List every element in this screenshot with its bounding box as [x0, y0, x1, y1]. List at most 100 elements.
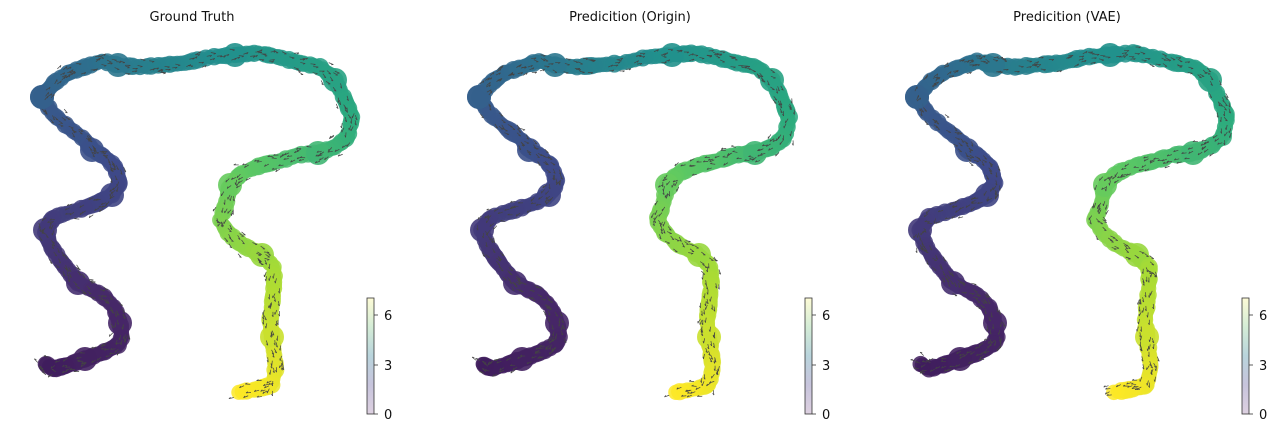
velocity-arrowhead — [68, 280, 71, 283]
velocity-arrow — [1184, 61, 1190, 63]
velocity-arrow — [547, 198, 552, 202]
velocity-arrow — [510, 126, 516, 130]
velocity-arrowhead — [971, 144, 974, 147]
velocity-arrow — [58, 123, 64, 127]
velocity-arrowhead — [1140, 329, 1142, 332]
velocity-arrow — [1095, 235, 1099, 241]
velocity-arrow — [970, 351, 975, 355]
velocity-arrow — [705, 280, 707, 286]
velocity-arrowhead — [105, 155, 109, 157]
velocity-arrowhead — [741, 65, 744, 67]
velocity-arrow — [992, 59, 998, 61]
velocity-arrowhead — [1228, 105, 1231, 108]
velocity-arrowhead — [702, 340, 705, 344]
velocity-arrowhead — [760, 152, 763, 155]
velocity-arrow — [985, 58, 990, 63]
velocity-arrow — [106, 59, 112, 63]
velocity-arrowhead — [54, 254, 58, 257]
velocity-arrowhead — [1029, 61, 1032, 63]
velocity-arrow — [238, 180, 243, 184]
velocity-arrowhead — [1144, 295, 1147, 298]
velocity-arrowhead — [1137, 302, 1139, 305]
velocity-arrow — [157, 68, 163, 72]
velocity-arrow — [77, 271, 82, 276]
velocity-arrow — [772, 99, 777, 104]
velocity-arrowhead — [551, 63, 554, 66]
velocity-arrowhead — [275, 345, 278, 348]
velocity-arrowhead — [275, 169, 278, 172]
velocity-arrowhead — [110, 309, 114, 312]
velocity-arrow — [252, 242, 258, 245]
velocity-arrow — [676, 387, 682, 390]
velocity-arrow — [352, 113, 355, 119]
velocity-arrow — [86, 285, 91, 290]
velocity-arrow — [923, 246, 928, 252]
velocity-arrow — [529, 67, 535, 71]
velocity-arrow — [693, 54, 699, 56]
velocity-arrowhead — [69, 66, 72, 70]
velocity-arrow — [959, 355, 964, 359]
velocity-arrowhead — [778, 103, 781, 106]
velocity-arrowhead — [955, 129, 958, 132]
velocity-arrow — [116, 339, 118, 345]
velocity-arrowhead — [497, 211, 500, 215]
velocity-arrowhead — [982, 164, 985, 166]
velocity-arrow — [1222, 97, 1225, 103]
velocity-arrowhead — [688, 241, 691, 243]
velocity-arrowhead — [999, 345, 1001, 349]
velocity-arrow — [52, 115, 56, 121]
velocity-arrow — [1090, 61, 1096, 64]
velocity-arrow — [564, 63, 570, 66]
velocity-arrowhead — [140, 66, 143, 68]
velocity-arrowhead — [988, 302, 991, 305]
velocity-arrowhead — [1084, 60, 1087, 63]
velocity-arrowhead — [1138, 309, 1141, 312]
velocity-arrow — [175, 63, 181, 66]
velocity-arrowhead — [64, 74, 67, 77]
velocity-arrow — [921, 370, 927, 372]
velocity-arrow — [932, 266, 937, 271]
velocity-arrow — [981, 160, 985, 166]
velocity-arrow — [954, 131, 960, 135]
velocity-arrow — [322, 73, 327, 78]
velocity-arrow — [760, 76, 764, 82]
velocity-arrowhead — [1212, 135, 1215, 139]
velocity-arrow — [290, 159, 296, 163]
velocity-arrow — [575, 68, 581, 71]
velocity-arrow — [542, 184, 547, 189]
velocity-arrow — [272, 352, 275, 358]
velocity-arrow — [1099, 176, 1103, 181]
velocity-arrowhead — [94, 208, 97, 211]
velocity-arrowhead — [534, 57, 537, 60]
velocity-arrow — [527, 297, 534, 299]
velocity-arrow — [215, 219, 221, 224]
velocity-arrowhead — [561, 321, 564, 323]
velocity-arrow — [488, 360, 493, 364]
velocity-arrowhead — [944, 217, 947, 220]
velocity-arrowhead — [69, 276, 72, 278]
velocity-arrowhead — [970, 208, 972, 211]
velocity-arrowhead — [702, 273, 706, 275]
velocity-arrowhead — [959, 353, 962, 357]
velocity-arrow — [235, 179, 238, 185]
velocity-arrowhead — [1141, 310, 1144, 313]
velocity-arrowhead — [969, 150, 972, 153]
velocity-arrow — [115, 165, 119, 170]
cluster-node — [1135, 325, 1159, 349]
velocity-arrow — [111, 189, 116, 194]
velocity-arrow — [1162, 63, 1168, 67]
velocity-arrow — [1156, 356, 1160, 362]
velocity-arrow — [109, 309, 115, 314]
velocity-arrow — [968, 59, 974, 62]
velocity-arrowhead — [1139, 335, 1141, 338]
velocity-arrowhead — [1210, 78, 1214, 81]
velocity-arrow — [93, 151, 100, 154]
velocity-arrowhead — [504, 208, 507, 211]
velocity-arrow — [1089, 219, 1092, 225]
velocity-arrow — [987, 198, 993, 202]
cluster-node — [470, 218, 494, 242]
velocity-arrow — [279, 363, 283, 369]
velocity-arrowhead — [530, 202, 533, 205]
velocity-arrowhead — [340, 86, 343, 89]
velocity-arrowhead — [111, 326, 114, 329]
